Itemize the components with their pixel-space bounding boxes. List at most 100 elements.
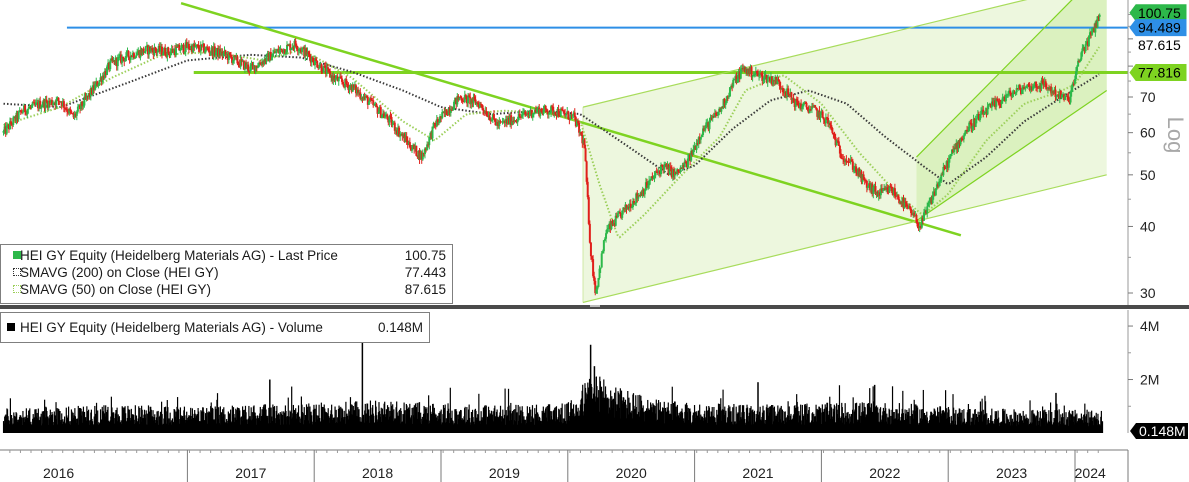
candle-body [572,112,575,115]
candle-body [505,119,508,124]
candle-body [968,122,971,132]
candle-body [7,124,10,130]
candle-body [130,55,133,57]
candle-body [455,97,458,105]
candle-body [80,101,83,110]
candle-body [547,113,550,115]
candle-body [1052,90,1055,94]
candle-body [95,81,98,85]
candle-body [158,45,161,52]
candle-body [347,85,350,91]
candle-body [861,174,864,182]
candle-body [545,108,548,112]
candle-body [959,138,962,145]
candle-body [69,108,72,112]
candle-body [953,147,956,152]
candle-body [928,201,931,203]
candle-body [782,92,785,94]
candle-body [1086,41,1089,47]
candle-body [605,233,608,239]
candle-body [228,52,231,55]
candle-body [1065,95,1068,97]
candle-body [193,43,196,47]
candle-body [1044,81,1047,88]
candle-body [1081,48,1084,53]
candle-body [42,100,45,106]
candle-body [1053,89,1056,94]
candle-body [589,242,592,257]
candle-body [977,114,980,121]
candle-body [151,48,154,51]
candle-body [561,110,564,112]
candle-body [235,56,238,58]
candle-body [39,100,42,109]
candle-body [696,142,699,145]
candle-body [667,164,670,174]
candle-body [1048,87,1051,89]
candle-body [253,65,256,72]
candle-body [9,121,12,130]
candle-body [829,122,832,126]
candle-body [952,149,955,152]
candle-body [584,148,587,162]
candle-body [225,54,228,56]
candle-body [814,105,817,108]
candle-body [754,71,757,75]
candle-body [949,153,952,157]
candle-body [372,100,375,106]
candle-body [606,229,609,234]
panel-separator-grip [590,305,600,307]
price-tick-label-40: 40 [1140,218,1156,234]
candle-body [186,43,189,48]
candle-body [404,136,407,143]
candle-body [627,206,630,209]
candle-body [740,68,743,70]
candle-body [1085,41,1088,45]
candle-body [219,49,222,56]
candle-body [704,127,707,131]
candle-body [905,202,908,207]
candle-body [62,101,65,108]
candle-body [240,59,243,62]
candle-body [750,66,753,78]
candle-body [599,267,602,269]
candle-body [184,42,187,53]
candle-body [532,113,535,115]
candle-body [915,215,918,222]
year-label-2016: 2016 [43,465,74,481]
candle-body [603,238,606,241]
candle-body [163,47,166,54]
candle-body [716,114,719,116]
candle-body [761,73,764,81]
candle-body [569,114,572,120]
candle-body [389,116,392,118]
candle-body [617,212,620,214]
candle-body [551,106,554,108]
candle-body [294,40,297,46]
candle-body [326,67,329,69]
candle-body [607,227,610,230]
candle-body [154,47,157,51]
candle-body [906,206,909,209]
candle-body [839,153,842,159]
candle-body [1057,94,1060,99]
legend-swatch-volume [7,323,15,331]
candle-body [552,106,555,115]
candle-body [111,58,114,61]
candle-body [441,112,444,119]
candle-body [181,44,184,46]
candle-body [1064,95,1067,101]
candle-body [595,289,598,294]
candle-body [766,77,769,83]
candle-body [800,103,803,109]
candle-body [541,111,544,115]
candle-body [65,108,68,110]
candle-body [393,122,396,131]
candle-body [473,96,476,100]
candle-body [331,75,334,81]
candle-body [610,220,613,230]
candle-body [224,50,227,55]
candle-body [157,45,160,51]
candle-body [954,147,957,150]
candle-body [246,64,249,68]
